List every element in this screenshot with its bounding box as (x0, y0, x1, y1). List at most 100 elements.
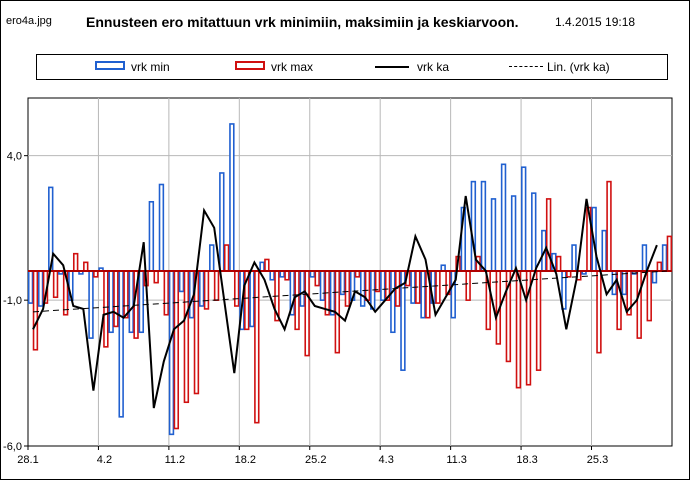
bar-vrk-min (128, 270, 134, 334)
bar-vrk-min (641, 244, 648, 272)
bar-vrk-max (606, 180, 612, 272)
bar-vrk-min (178, 270, 185, 293)
bar-vrk-min (380, 270, 386, 301)
bar-vrk-max (163, 270, 169, 316)
bar-vrk-max (103, 270, 109, 348)
x-tick-label: 11.2 (165, 454, 186, 466)
bar-vrk-max (555, 255, 562, 272)
bar-vrk-max (213, 270, 220, 301)
bar-vrk-min (520, 166, 527, 272)
timestamp: 1.4.2015 19:18 (555, 15, 636, 29)
bar-vrk-min (390, 270, 396, 334)
bar-vrk-min (621, 270, 628, 296)
bar-vrk-min (490, 198, 497, 272)
bar-vrk-min (319, 270, 326, 301)
chart-title: Ennusteen ero mitattuun vrk minimiin, ma… (86, 14, 519, 30)
bar-vrk-min (138, 270, 145, 334)
bar-vrk-max (223, 244, 230, 272)
bar-vrk-max (435, 270, 441, 304)
bar-vrk-min (480, 180, 487, 272)
y-tick-label: -1,0 (3, 295, 22, 307)
bar-vrk-max (173, 270, 180, 430)
bar-vrk-min (601, 229, 607, 272)
x-tick-label: 18.2 (235, 454, 256, 466)
y-tick-label: 4,0 (7, 151, 22, 163)
bar-vrk-max (656, 261, 663, 272)
bar-vrk-min (420, 270, 426, 319)
bar-vrk-max (233, 270, 240, 307)
legend-label-min: vrk min (131, 60, 170, 74)
bar-vrk-max (314, 270, 320, 287)
bar-vrk-min (219, 172, 225, 272)
bar-vrk-min (450, 270, 456, 319)
bar-vrk-min (148, 201, 155, 272)
bar-vrk-min (651, 270, 658, 284)
bar-vrk-min (259, 261, 265, 272)
legend-label-max: vrk max (271, 60, 313, 74)
bar-vrk-min (88, 270, 94, 339)
file-label: ero4a.jpg (6, 15, 52, 27)
bar-vrk-min (339, 270, 346, 296)
bar-vrk-min (510, 195, 517, 272)
bar-vrk-max (636, 270, 642, 339)
bar-vrk-min (229, 123, 235, 272)
bar-vrk-max (83, 261, 89, 272)
bar-vrk-max (646, 270, 652, 322)
x-tick-label: 25.2 (305, 454, 326, 466)
bar-vrk-max (183, 270, 190, 404)
trend-line (32, 270, 668, 313)
bar-vrk-min (500, 163, 507, 272)
bar-vrk-max (374, 270, 381, 293)
legend-label-avg: vrk ka (417, 60, 450, 74)
bar-vrk-max (284, 270, 290, 281)
bar-vrk-min (531, 192, 537, 272)
bar-vrk-min (269, 270, 275, 281)
bar-vrk-min (209, 244, 215, 272)
y-tick-label: -6,0 (3, 441, 22, 453)
bar-vrk-min (108, 270, 114, 334)
legend-label-trend: Lin. (vrk ka) (547, 60, 610, 74)
bar-vrk-max (72, 252, 79, 272)
legend: vrk min vrk max vrk ka Lin. (vrk ka) (36, 54, 668, 80)
bar-vrk-max (113, 270, 119, 328)
x-tick-label: 28.1 (17, 454, 38, 466)
bar-vrk-max (153, 270, 159, 284)
bar-vrk-max (123, 270, 129, 319)
bar-vrk-min (118, 270, 124, 418)
bar-vrk-max (203, 270, 210, 310)
legend-item-min: vrk min (95, 60, 215, 74)
bar-vrk-max (666, 235, 673, 272)
bar-vrk-min (158, 183, 165, 272)
bar-vrk-max (364, 270, 371, 301)
bar-vrk-min (249, 270, 255, 328)
bar-vrk-min (571, 244, 577, 272)
bar-vrk-min (168, 270, 175, 436)
x-tick-label: 4.2 (97, 454, 112, 466)
bar-vrk-max (294, 270, 300, 331)
legend-item-trend: Lin. (vrk ka) (509, 60, 659, 74)
legend-item-max: vrk max (235, 60, 355, 74)
bar-vrk-max (52, 270, 59, 299)
bar-vrk-min (359, 270, 366, 307)
bar-vrk-min (661, 244, 668, 272)
x-tick-label: 4.3 (379, 454, 394, 466)
bar-vrk-max (596, 270, 602, 354)
bar-vrk-max (535, 270, 542, 371)
bar-vrk-max (32, 270, 39, 351)
bar-vrk-max (304, 270, 310, 357)
bar-vrk-max (465, 270, 471, 301)
legend-item-avg: vrk ka (375, 60, 495, 74)
x-tick-label: 11.3 (446, 454, 467, 466)
legend-swatch-min (95, 61, 125, 70)
bar-vrk-max (515, 270, 522, 389)
line-vrk-ka (32, 195, 658, 409)
bar-vrk-min (27, 270, 34, 304)
legend-swatch-avg (375, 66, 409, 68)
bar-vrk-min (37, 270, 44, 307)
x-tick-label: 25.3 (587, 454, 608, 466)
bar-vrk-min (299, 270, 306, 307)
legend-swatch-max (235, 61, 265, 70)
legend-swatch-trend (509, 66, 543, 67)
